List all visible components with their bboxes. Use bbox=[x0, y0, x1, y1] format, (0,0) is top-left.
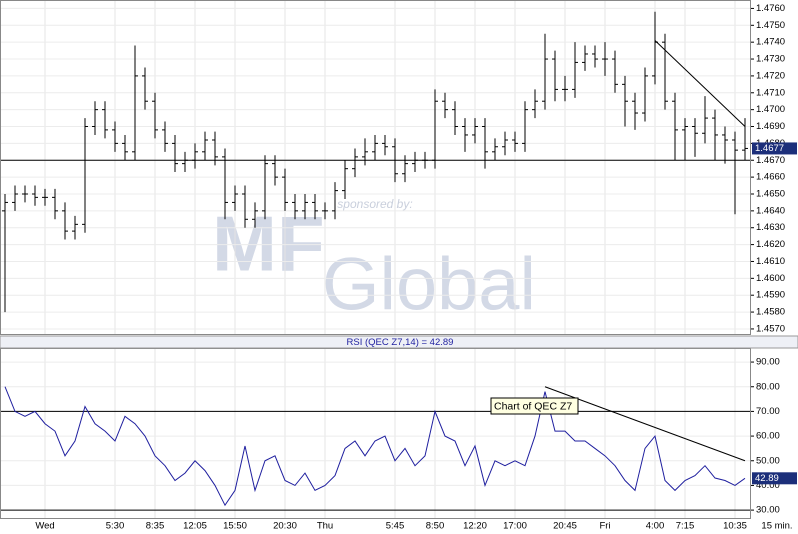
x-tick-label: 5:30 bbox=[106, 521, 125, 532]
y-tick-label: 1.4600 bbox=[756, 273, 785, 284]
y-tick-label: 1.4630 bbox=[756, 222, 785, 233]
panel-frame bbox=[0, 0, 751, 335]
y-tick-label: 30.00 bbox=[756, 505, 780, 516]
y-tick-label: 1.4590 bbox=[756, 290, 785, 301]
interval-label: 15 min. bbox=[761, 521, 792, 532]
y-tick-label: 80.00 bbox=[756, 381, 780, 392]
x-tick-label: 17:00 bbox=[503, 521, 527, 532]
y-tick-label: 1.4700 bbox=[756, 104, 785, 115]
y-tick-label: 60.00 bbox=[756, 431, 780, 442]
y-tick-label: 40.00 bbox=[756, 480, 780, 491]
x-tick-label: Fri bbox=[599, 521, 610, 532]
x-tick-label: 5:45 bbox=[386, 521, 405, 532]
x-tick-label: Thu bbox=[317, 521, 333, 532]
x-tick-label: 20:30 bbox=[273, 521, 297, 532]
tooltip-text: Chart of QEC Z7 bbox=[494, 400, 572, 412]
last-price-box bbox=[752, 142, 797, 155]
y-tick-label: 1.4620 bbox=[756, 239, 785, 250]
y-tick-label: 1.4750 bbox=[756, 20, 785, 31]
y-tick-label: 1.4740 bbox=[756, 37, 785, 48]
y-tick-label: 70.00 bbox=[756, 406, 780, 417]
x-tick-label: 12:20 bbox=[463, 521, 487, 532]
y-tick-label: 1.4710 bbox=[756, 87, 785, 98]
x-tick-label: 15:50 bbox=[223, 521, 247, 532]
x-tick-label: 20:45 bbox=[553, 521, 577, 532]
y-tick-label: 90.00 bbox=[756, 357, 780, 368]
y-tick-label: 1.4670 bbox=[756, 155, 785, 166]
watermark-logo-word: Global bbox=[322, 243, 536, 326]
y-tick-label: 1.4760 bbox=[756, 3, 785, 14]
y-tick-label: 1.4730 bbox=[756, 54, 785, 65]
y-tick-label: 1.4570 bbox=[756, 323, 785, 334]
y-tick-label: 1.4640 bbox=[756, 205, 785, 216]
y-tick-label: 1.4650 bbox=[756, 189, 785, 200]
x-tick-label: 10:35 bbox=[723, 521, 747, 532]
x-tick-label: 12:05 bbox=[183, 521, 207, 532]
x-tick-label: 4:00 bbox=[646, 521, 665, 532]
y-tick-label: 1.4720 bbox=[756, 70, 785, 81]
watermark-sponsor: sponsored by: bbox=[337, 197, 412, 211]
x-tick-label: Wed bbox=[35, 521, 54, 532]
watermark-logo-mark: MF bbox=[212, 200, 325, 288]
tooltip-box bbox=[490, 397, 579, 415]
rsi-title-bar bbox=[0, 335, 798, 349]
trendline bbox=[654, 40, 746, 127]
last-value-box bbox=[752, 472, 797, 485]
y-tick-label: 1.4580 bbox=[756, 307, 785, 318]
rsi-title: RSI (QEC Z7,14) = 42.89 bbox=[347, 337, 454, 348]
last-value-label: 42.89 bbox=[755, 473, 779, 484]
rsi-line bbox=[4, 386, 746, 507]
y-tick-label: 1.4610 bbox=[756, 256, 785, 267]
x-tick-label: 8:50 bbox=[426, 521, 445, 532]
y-tick-label: 50.00 bbox=[756, 455, 780, 466]
last-price-label: 1.4677 bbox=[755, 143, 784, 154]
x-tick-label: 8:35 bbox=[146, 521, 165, 532]
y-tick-label: 1.4660 bbox=[756, 172, 785, 183]
y-tick-label: 1.4690 bbox=[756, 121, 785, 132]
x-tick-label: 7:15 bbox=[676, 521, 695, 532]
